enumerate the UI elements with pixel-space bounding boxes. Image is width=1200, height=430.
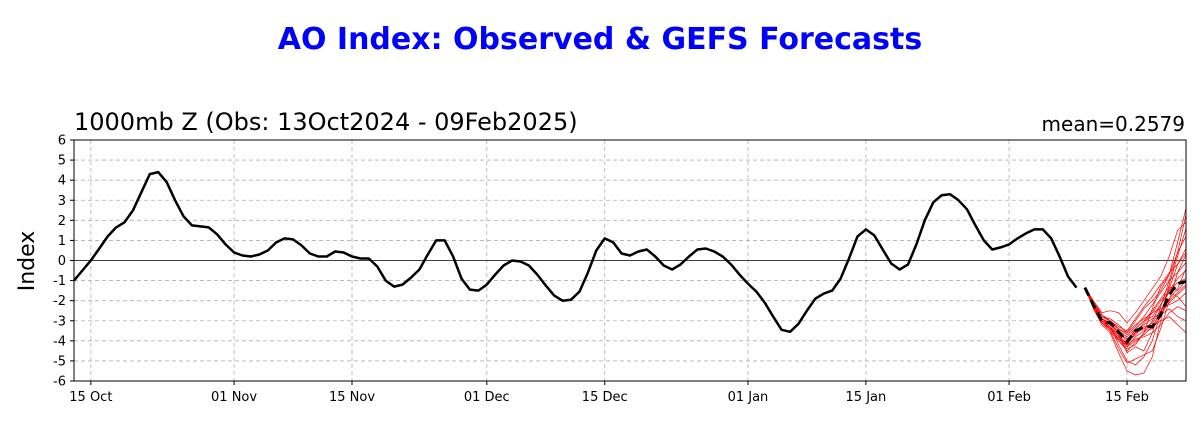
y-tick-label: -4 bbox=[53, 334, 66, 349]
x-tick-label: 01 Nov bbox=[211, 390, 257, 405]
chart-subtitle: 1000mb Z (Obs: 13Oct2024 - 09Feb2025) bbox=[74, 108, 578, 136]
y-tick-label: 3 bbox=[58, 194, 66, 209]
y-tick-label: 4 bbox=[58, 174, 66, 189]
x-tick-label: 15 Jan bbox=[846, 390, 887, 405]
x-tick-label: 15 Dec bbox=[582, 390, 628, 405]
mean-label: mean=0.2579 bbox=[1041, 112, 1185, 136]
ensemble-member-line bbox=[1084, 248, 1187, 366]
x-tick-label: 15 Feb bbox=[1105, 390, 1149, 405]
y-tick-label: -1 bbox=[53, 274, 66, 289]
y-tick-label: -3 bbox=[53, 314, 66, 329]
ensemble-member-line bbox=[1084, 228, 1187, 376]
y-tick-label: 5 bbox=[58, 154, 66, 169]
x-axis-ticks: 15 Oct 01 Nov 15 Nov 01 Dec 15 Dec 01 Jan 15 J… bbox=[69, 381, 1149, 405]
ensemble-member-line bbox=[1084, 270, 1187, 346]
x-tick-label: 01 Dec bbox=[464, 390, 510, 405]
y-axis-ticks: 6 5 4 3 2 1 0 -1 -2 -3 -4 -5 -6 bbox=[53, 134, 74, 390]
chart-suptitle: AO Index: Observed & GEFS Forecasts bbox=[277, 22, 923, 57]
x-tick-label: 01 Jan bbox=[728, 390, 769, 405]
ensemble-member-line bbox=[1084, 252, 1187, 332]
y-tick-label: 6 bbox=[58, 134, 66, 149]
x-tick-label: 15 Oct bbox=[69, 390, 112, 405]
y-axis-label: Index bbox=[15, 231, 40, 292]
ensemble-member-line bbox=[1084, 222, 1187, 324]
y-tick-label: -6 bbox=[53, 375, 66, 390]
observed-line bbox=[73, 170, 1078, 334]
y-tick-label: -2 bbox=[53, 294, 66, 309]
x-tick-label: 15 Nov bbox=[329, 390, 375, 405]
ensemble-mean-line bbox=[1083, 280, 1187, 345]
y-tick-label: 0 bbox=[58, 254, 66, 269]
y-tick-label: -5 bbox=[53, 354, 66, 369]
y-tick-label: 1 bbox=[58, 234, 66, 249]
y-tick-label: 2 bbox=[58, 214, 66, 229]
x-tick-label: 01 Feb bbox=[987, 390, 1031, 405]
